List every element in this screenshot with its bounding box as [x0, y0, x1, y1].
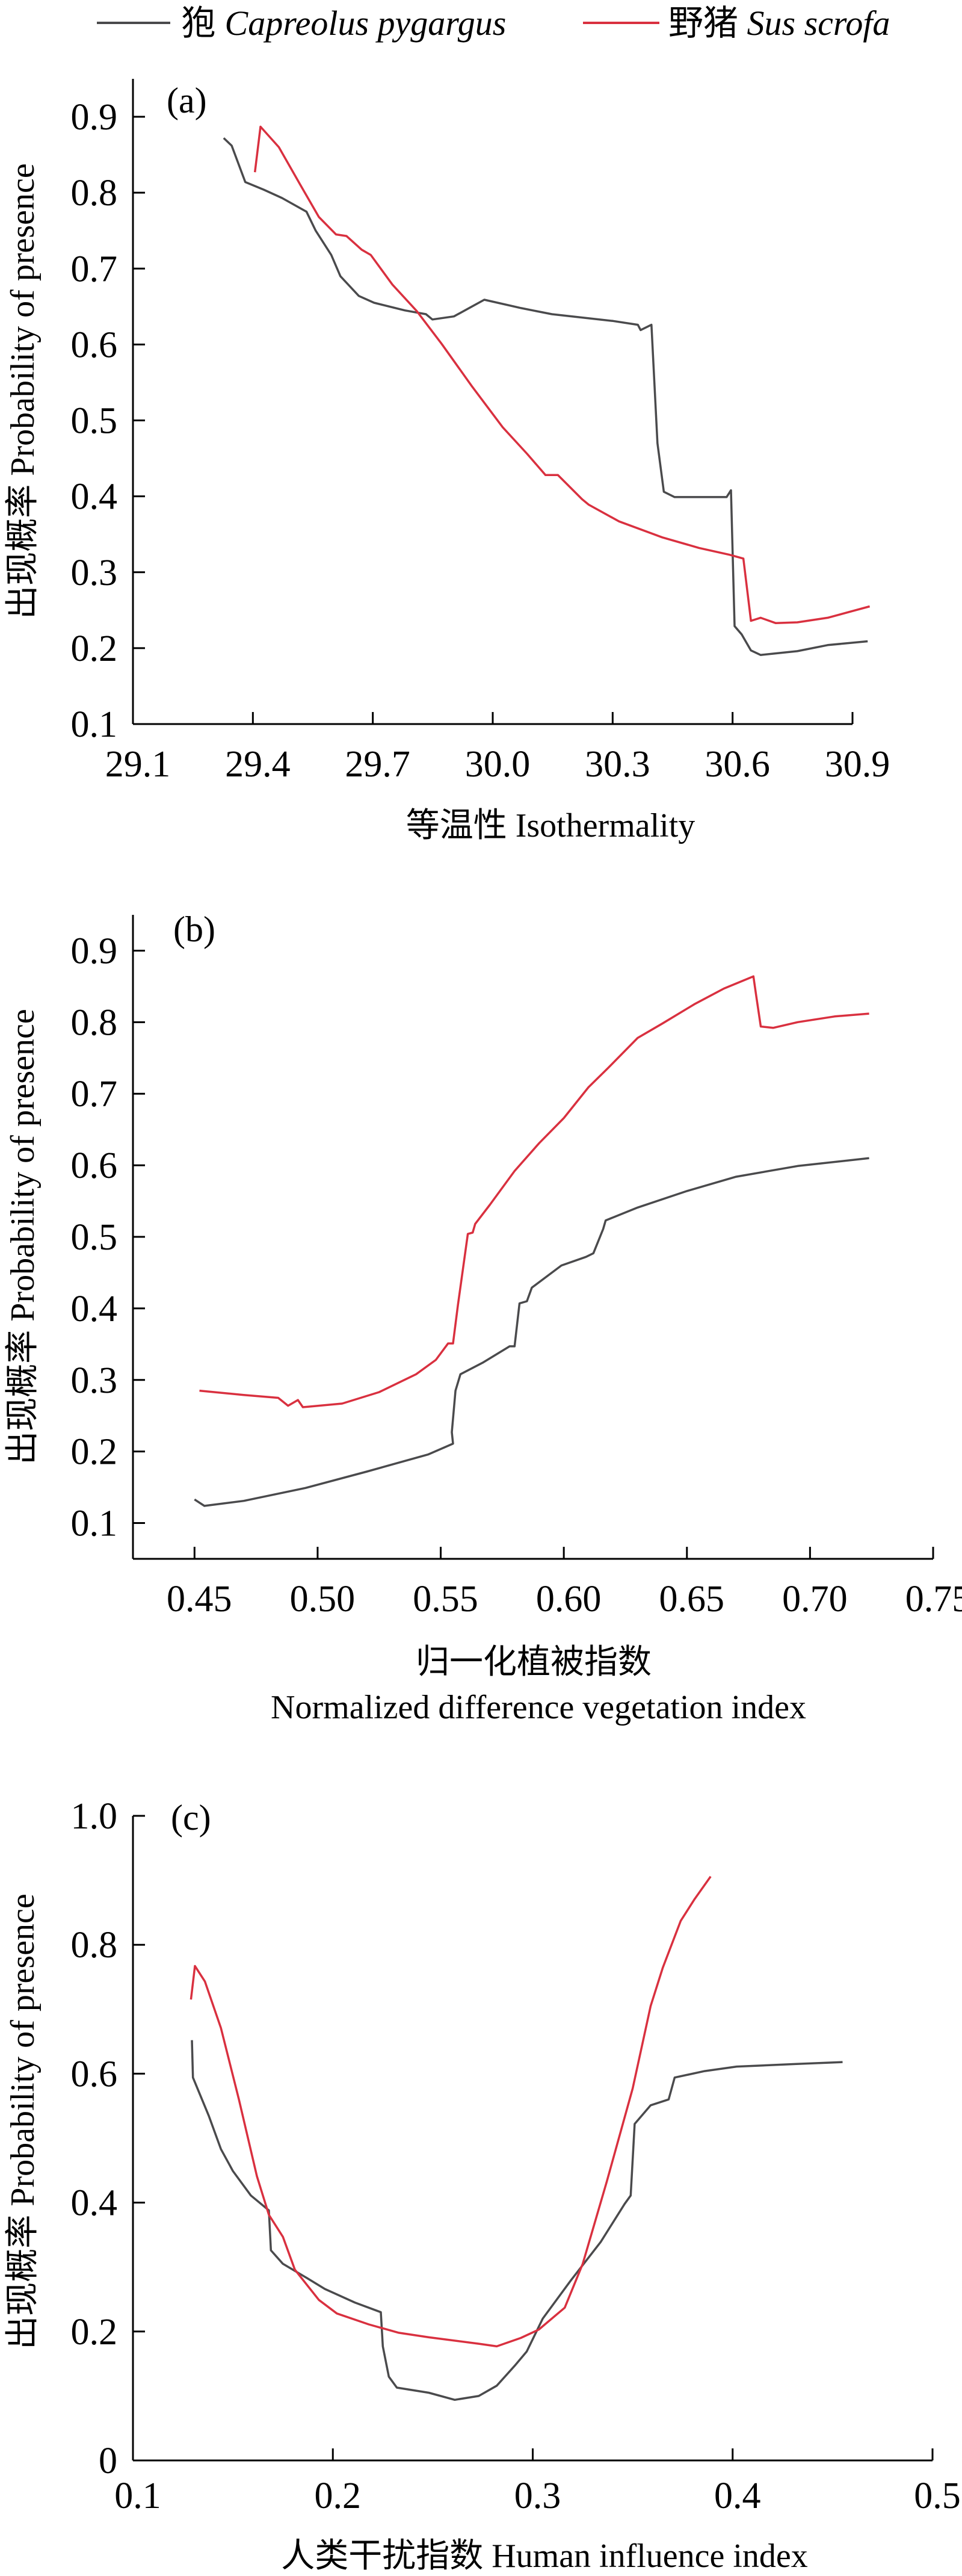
y-tick-label-a: 0.2 — [71, 628, 118, 669]
x-tick-label-c: 0.3 — [514, 2475, 561, 2516]
y-tick-label-c: 0.4 — [71, 2183, 118, 2224]
legend-label-sus: 野猪 Sus scrofa — [668, 4, 890, 43]
y-tick-label-a: 0.7 — [71, 249, 118, 289]
y-tick-label-b: 0.3 — [71, 1360, 118, 1401]
x-axis-title-b-en: Normalized difference vegetation index — [271, 1689, 806, 1726]
y-tick-label-c: 0 — [99, 2441, 117, 2482]
y-tick-label-a: 0.9 — [71, 97, 118, 138]
panel-b-ndvi: (b) 归一化植被指数 Normalized difference vegeta… — [4, 909, 962, 1726]
x-tick-label-a: 30.9 — [825, 744, 890, 785]
y-tick-label-b: 0.4 — [71, 1289, 118, 1330]
y-axis-title-c: 出现概率 Probability of presence — [4, 1893, 42, 2349]
x-tick-label-b: 0.50 — [290, 1579, 356, 1620]
panel-label-a: (a) — [167, 81, 207, 120]
y-tick-label-b: 0.9 — [71, 930, 118, 971]
y-tick-label-a: 0.3 — [71, 553, 118, 593]
y-tick-label-a: 0.1 — [71, 704, 118, 745]
x-tick-label-a: 29.7 — [345, 744, 410, 785]
x-axis-title-c: 人类干扰指数 Human influence index — [281, 2537, 808, 2575]
y-tick-label-c: 0.8 — [71, 1925, 118, 1966]
x-tick-label-b: 0.75 — [905, 1579, 962, 1620]
x-tick-label-b: 0.60 — [536, 1579, 602, 1620]
y-tick-label-b: 0.6 — [71, 1145, 118, 1186]
y-tick-label-b: 0.2 — [71, 1432, 118, 1473]
x-tick-label-c: 0.5 — [914, 2475, 961, 2516]
panel-label-c: (c) — [171, 1798, 211, 1838]
panel-c-human-influence: (c) 人类干扰指数 Human influence index 出现概率 Pr… — [4, 1796, 961, 2575]
x-tick-label-a: 29.4 — [225, 744, 291, 785]
x-tick-label-a: 30.3 — [585, 744, 650, 785]
x-tick-label-a: 30.6 — [705, 744, 770, 785]
x-tick-label-c: 0.2 — [315, 2475, 362, 2516]
y-tick-label-a: 0.8 — [71, 173, 118, 214]
x-axis-title-b: 归一化植被指数 — [416, 1644, 652, 1681]
x-tick-label-a: 30.0 — [465, 744, 531, 785]
legend: 狍 Capreolus pygargus 野猪 Sus scrofa — [97, 4, 890, 43]
x-tick-label-b: 0.70 — [782, 1579, 848, 1620]
y-tick-label-a: 0.6 — [71, 324, 118, 365]
series-capreolus-line-b — [194, 1157, 869, 1507]
x-tick-label-b: 0.65 — [659, 1579, 725, 1620]
y-tick-label-b: 0.8 — [71, 1002, 118, 1043]
series-sus-line-b — [199, 975, 869, 1408]
y-axis-title-a: 出现概率 Probability of presence — [4, 163, 42, 619]
x-tick-label-b: 0.45 — [167, 1579, 232, 1620]
x-tick-label-b: 0.55 — [413, 1579, 478, 1620]
x-tick-label-a: 29.1 — [105, 744, 171, 785]
y-tick-label-b: 0.7 — [71, 1074, 118, 1115]
series-capreolus-line-c — [191, 2040, 843, 2401]
series-sus-line-c — [190, 1875, 712, 2348]
x-axis-title-a: 等温性 Isothermality — [406, 807, 695, 844]
panel-label-b: (b) — [173, 909, 215, 949]
y-tick-label-c: 0.6 — [71, 2054, 118, 2095]
y-tick-label-b: 0.5 — [71, 1217, 118, 1258]
series-capreolus-line-a — [223, 137, 868, 656]
y-tick-label-b: 0.1 — [71, 1503, 118, 1544]
y-tick-label-a: 0.4 — [71, 477, 118, 518]
y-tick-label-c: 1.0 — [71, 1796, 118, 1837]
y-axis-title-b: 出现概率 Probability of presence — [4, 1009, 42, 1464]
panel-a-isothermality: (a) 等温性 Isothermality 出现概率 Probability o… — [4, 79, 890, 844]
series-sus-line-a — [253, 125, 871, 625]
x-tick-label-c: 0.4 — [714, 2475, 761, 2516]
y-tick-label-c: 0.2 — [71, 2312, 118, 2353]
x-tick-label-c: 0.1 — [114, 2475, 161, 2516]
legend-label-capreolus: 狍 Capreolus pygargus — [181, 4, 506, 43]
y-tick-label-a: 0.5 — [71, 401, 118, 442]
